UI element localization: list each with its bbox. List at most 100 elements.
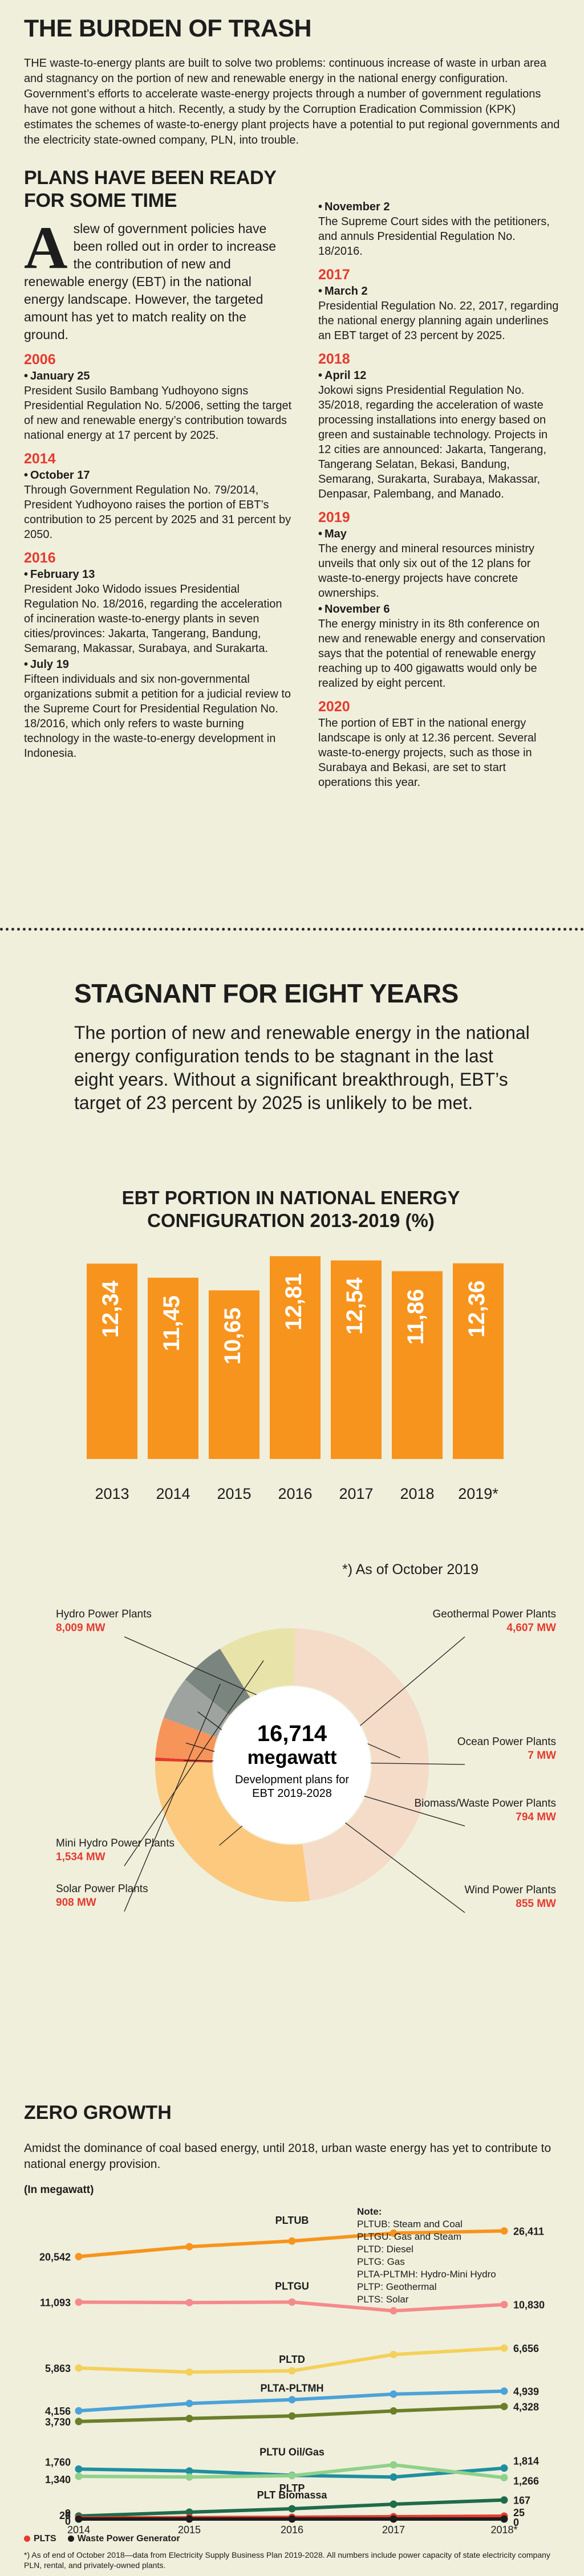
bullet-icon: • bbox=[318, 603, 323, 616]
bullet-icon: • bbox=[24, 370, 29, 382]
series-point bbox=[288, 2367, 296, 2375]
zero-growth-title: ZERO GROWTH bbox=[24, 2102, 172, 2123]
timeline-date-text: January 25 bbox=[30, 370, 90, 382]
donut-slice-value: 855 MW bbox=[516, 1898, 556, 1910]
donut-slice bbox=[155, 1760, 310, 1902]
series-point bbox=[75, 2515, 83, 2523]
timeline-date: • October 17 bbox=[24, 468, 292, 483]
donut-slice bbox=[163, 1679, 230, 1738]
timeline-event-text: Jokowi signs Presidential Regulation No.… bbox=[318, 384, 548, 500]
bar-value-label: 12,54 bbox=[342, 1277, 367, 1335]
donut-slice-value: 908 MW bbox=[56, 1897, 96, 1909]
series-point bbox=[390, 2500, 398, 2508]
series-start-label: 9 bbox=[65, 2508, 71, 2519]
timeline-left: 2006 • January 25 President Susilo Bambang … bbox=[24, 350, 292, 761]
note-item: PLTUB: Steam and Coal bbox=[357, 2219, 463, 2229]
note-item: PLTS: Solar bbox=[357, 2294, 409, 2305]
legend-plts-marker bbox=[24, 2536, 30, 2542]
timeline-date-text: July 19 bbox=[30, 658, 69, 671]
donut-center bbox=[213, 1686, 371, 1844]
series-point bbox=[500, 2344, 508, 2352]
series-point bbox=[500, 2515, 508, 2523]
timeline-year: 2017 bbox=[318, 267, 350, 283]
timeline-date: • November 2 bbox=[318, 199, 561, 214]
donut-leader-line bbox=[124, 1660, 264, 1866]
x-axis-label: 2016 bbox=[281, 2524, 303, 2536]
bar bbox=[209, 1290, 259, 1459]
donut-center-value: 16,714 bbox=[257, 1721, 327, 1746]
bar-value-label: 11,45 bbox=[159, 1295, 184, 1351]
lead-text: slew of government policies have been ro… bbox=[24, 221, 277, 342]
series-end-label: 1,814 bbox=[513, 2456, 539, 2467]
bar-category-label: 2013 bbox=[95, 1485, 129, 1502]
series-name-label: PLTD bbox=[279, 2354, 305, 2365]
stagnant-text: The portion of new and renewable energy … bbox=[74, 1022, 530, 1113]
series-start-label: 4,156 bbox=[45, 2406, 71, 2417]
timeline-event-text: The portion of EBT in the national energ… bbox=[318, 717, 537, 789]
donut-leader-line bbox=[124, 1684, 221, 1912]
bar-category-label: 2018 bbox=[400, 1485, 434, 1502]
bar-category-label: 2015 bbox=[217, 1485, 251, 1502]
donut-slice-value: 7 MW bbox=[528, 1750, 556, 1762]
timeline-right: • November 2 The Supreme Court sides with … bbox=[318, 199, 561, 790]
bar bbox=[453, 1263, 504, 1459]
line-legend: PLTS Waste Power Generator bbox=[24, 2534, 180, 2544]
note-item: PLTA-PLTMH: Hydro-Mini Hydro bbox=[357, 2269, 496, 2280]
x-axis-label: 2017 bbox=[382, 2524, 405, 2536]
bar-category-label: 2014 bbox=[156, 1485, 190, 1502]
series-point bbox=[500, 2496, 508, 2504]
x-axis-label: 2014 bbox=[67, 2524, 90, 2536]
footnote: *) As of end of October 2018—data from E… bbox=[24, 2550, 550, 2570]
series-point bbox=[75, 2364, 83, 2372]
intro-paragraph: THE waste-to-energy plants are built to … bbox=[24, 57, 560, 146]
donut-slice-name: Ocean Power Plants bbox=[457, 1736, 556, 1748]
main-title: THE BURDEN OF TRASH bbox=[24, 15, 312, 42]
series-point bbox=[185, 2399, 193, 2407]
donut-slice-value: 8,009 MW bbox=[56, 1622, 106, 1634]
series-point bbox=[390, 2407, 398, 2415]
series-point bbox=[288, 2396, 296, 2404]
line-chart-unit: (In megawatt) bbox=[24, 2184, 94, 2196]
timeline-date: • January 25 bbox=[24, 369, 292, 384]
timeline-event-text: Presidential Regulation No. 22, 2017, re… bbox=[318, 300, 559, 342]
legend-waste-marker bbox=[67, 2536, 74, 2542]
bar-value-label: 12,34 bbox=[98, 1280, 123, 1338]
series-name-label: PLTGU bbox=[275, 2280, 309, 2292]
series-start-label: 3,730 bbox=[45, 2416, 71, 2428]
plans-subtitle: PLANS HAVE BEEN READY FOR SOME TIME bbox=[24, 167, 277, 211]
timeline-date-text: May bbox=[325, 528, 347, 540]
series-end-label: 167 bbox=[513, 2495, 530, 2506]
bar-chart-title: EBT PORTION IN NATIONAL ENERGY CONFIGURA… bbox=[121, 1187, 460, 1231]
timeline-date: • July 19 bbox=[24, 657, 292, 672]
series-point bbox=[288, 2298, 296, 2306]
timeline-date-text: November 2 bbox=[325, 201, 390, 213]
drop-cap: A bbox=[24, 214, 68, 281]
bar bbox=[392, 1271, 443, 1459]
series-point bbox=[390, 2515, 398, 2523]
timeline-event-text: The Supreme Court sides with the petitio… bbox=[318, 215, 550, 258]
series-point bbox=[500, 2464, 508, 2472]
bullet-icon: • bbox=[318, 285, 323, 297]
series-name-label: PLTUB bbox=[275, 2215, 309, 2226]
note-item: PLTD: Diesel bbox=[357, 2244, 413, 2255]
bar-chart: 12,34 2013 11,45 2014 10,65 2015 12,81 2016 12,5… bbox=[87, 1256, 504, 1502]
section-divider bbox=[0, 928, 584, 931]
series-point bbox=[75, 2253, 83, 2261]
series-point bbox=[185, 2508, 193, 2516]
note-item: PLTP: Geothermal bbox=[357, 2281, 437, 2292]
note-item: PLTG: Gas bbox=[357, 2256, 405, 2267]
bar-value-label: 12,36 bbox=[464, 1281, 489, 1338]
timeline-date: • November 6 bbox=[318, 602, 561, 617]
series-point bbox=[288, 2472, 296, 2480]
donut-chart: Hydro Power Plants 8,009 MW Geothermal Pow… bbox=[56, 1608, 556, 1913]
timeline-date-text: November 6 bbox=[325, 603, 390, 616]
timeline-event-text: Fifteen individuals and six non-governme… bbox=[24, 673, 291, 760]
timeline-date: • February 13 bbox=[24, 567, 292, 582]
series-point bbox=[75, 2465, 83, 2473]
series-point bbox=[185, 2467, 193, 2475]
donut-slice-name: Hydro Power Plants bbox=[56, 1608, 152, 1620]
donut-slice-value: 4,607 MW bbox=[506, 1622, 556, 1634]
series-point bbox=[390, 2229, 398, 2237]
